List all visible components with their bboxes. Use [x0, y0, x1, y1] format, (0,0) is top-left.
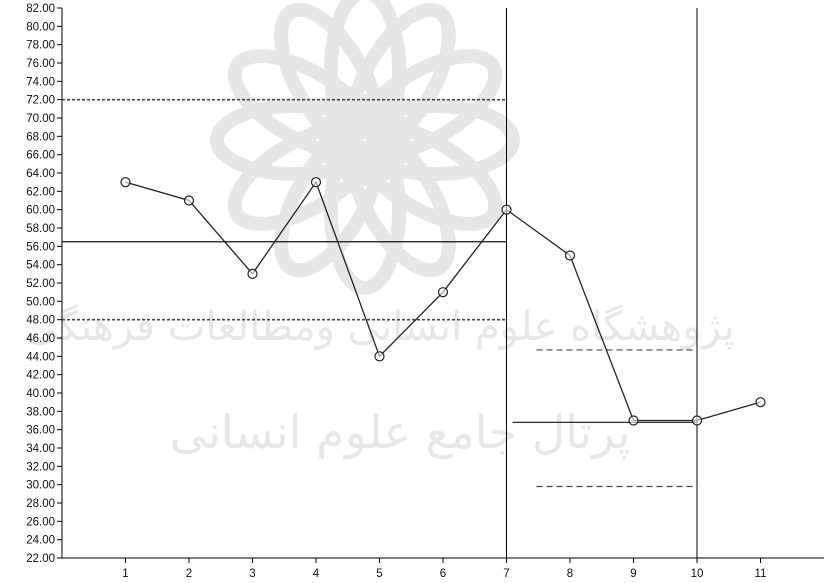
data-point [247, 268, 258, 279]
y-tick-label: 82.00 [26, 3, 55, 15]
series-group [120, 177, 766, 426]
data-point [310, 177, 322, 188]
y-tick-label: 48.00 [26, 315, 55, 327]
reference-lines [62, 8, 698, 558]
y-tick-label: 74.00 [26, 76, 55, 88]
watermark-text-line-1: پژوهشگاه علوم انسانی ومطالعات فرهنگی [25, 304, 734, 350]
data-point [183, 195, 195, 206]
x-tick-label: 5 [376, 568, 382, 580]
y-tick-label: 40.00 [26, 388, 55, 400]
y-tick-label: 28.00 [26, 498, 55, 510]
y-tick-label: 32.00 [26, 461, 55, 473]
watermark-text-line-2: پرتال جامع علوم انسانی [170, 405, 631, 460]
x-tick-label: 1 [122, 568, 128, 580]
data-point [628, 415, 639, 426]
y-tick-label: 62.00 [26, 186, 55, 198]
data-point [501, 204, 512, 215]
x-tick-label: 6 [440, 568, 446, 580]
y-tick-label: 34.00 [26, 443, 55, 455]
y-tick-label: 46.00 [26, 333, 55, 345]
watermark-petal [274, 2, 386, 157]
y-tick-label: 78.00 [26, 40, 55, 52]
y-tick-label: 50.00 [26, 296, 55, 308]
watermark-logo: پژوهشگاه علوم انسانی ومطالعات فرهنگی پرتا… [25, 0, 735, 460]
data-point [374, 351, 385, 362]
y-tick-label: 22.00 [26, 553, 55, 565]
data-point [564, 250, 576, 261]
data-point [437, 287, 449, 298]
x-tick-label: 8 [567, 568, 573, 580]
y-tick-label: 60.00 [26, 205, 55, 217]
y-tick-label: 80.00 [26, 21, 55, 33]
y-tick-label: 36.00 [26, 425, 55, 437]
y-tick-label: 24.00 [26, 535, 55, 547]
y-tick-label: 30.00 [26, 480, 55, 492]
y-tick-label: 68.00 [26, 131, 55, 143]
x-tick-label: 11 [755, 568, 767, 580]
y-tick-label: 70.00 [26, 113, 55, 125]
y-tick-label: 64.00 [26, 168, 55, 180]
data-point [120, 177, 131, 188]
y-tick-label: 58.00 [26, 223, 55, 235]
x-tick-label: 10 [691, 568, 704, 580]
y-tick-label: 72.00 [26, 95, 55, 107]
y-tick-label: 66.00 [26, 150, 55, 162]
y-tick-label: 76.00 [26, 58, 55, 70]
x-tick-label: 7 [503, 568, 509, 580]
y-tick-label: 54.00 [26, 260, 55, 272]
y-tick-label: 52.00 [26, 278, 55, 290]
y-tick-label: 26.00 [26, 516, 55, 528]
x-tick-label: 2 [186, 568, 192, 580]
x-tick-label: 9 [630, 568, 636, 580]
data-point [691, 415, 703, 426]
axes: 22.00 24.00 26.00 28.00 30.00 32.00 34.00 36.00… [26, 3, 824, 580]
y-tick-label: 38.00 [26, 406, 55, 418]
x-tick-label: 4 [313, 568, 320, 580]
y-tick-label: 56.00 [26, 241, 55, 253]
data-point [755, 397, 766, 408]
x-tick-label: 3 [249, 568, 255, 580]
y-tick-label: 42.00 [26, 370, 55, 382]
y-tick-label: 44.00 [26, 351, 55, 363]
